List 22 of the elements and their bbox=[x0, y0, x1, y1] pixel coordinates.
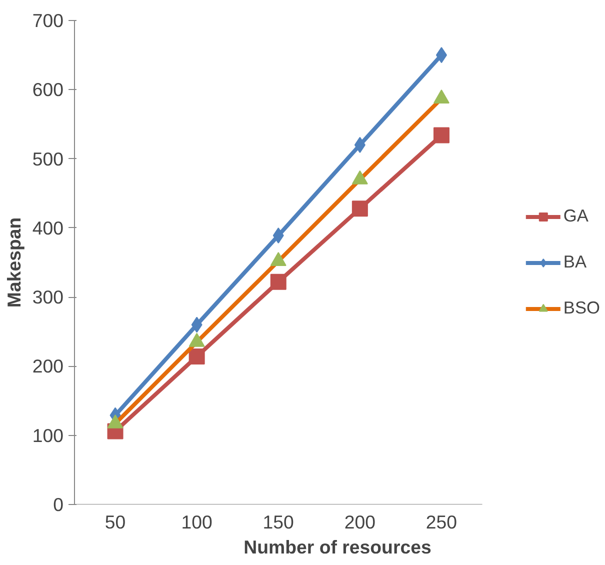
point bbox=[188, 348, 205, 365]
point bbox=[352, 200, 368, 217]
y-tick-label: 0 bbox=[53, 494, 64, 515]
y-tick-label: 400 bbox=[32, 217, 64, 238]
y-tick-label: 600 bbox=[32, 79, 64, 100]
legend-label: BSO bbox=[563, 298, 600, 318]
point bbox=[433, 127, 450, 144]
x-tick-label: 50 bbox=[104, 512, 126, 532]
x-tick-label: 100 bbox=[181, 512, 212, 532]
legend-label: BA bbox=[563, 252, 587, 272]
x-tick-label: 200 bbox=[344, 512, 376, 532]
x-tick-label: 150 bbox=[262, 512, 294, 532]
x-tick-label: 250 bbox=[426, 512, 458, 532]
y-tick-label: 700 bbox=[32, 10, 64, 31]
y-axis-title: Makespan bbox=[3, 217, 24, 308]
legend-label: GA bbox=[563, 206, 588, 226]
y-tick-label: 200 bbox=[32, 356, 64, 377]
point bbox=[270, 274, 286, 290]
x-axis-title: Number of resources bbox=[244, 536, 432, 558]
y-tick-label: 100 bbox=[32, 424, 64, 446]
y-tick-label: 300 bbox=[32, 286, 64, 308]
y-tick-label: 500 bbox=[32, 148, 64, 170]
